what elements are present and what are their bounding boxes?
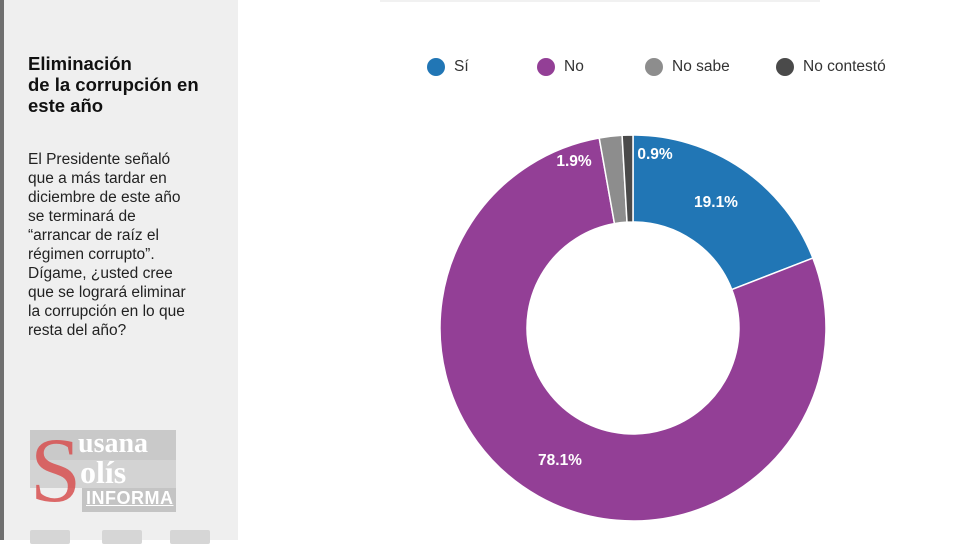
data-label-no-sabe: 1.9% bbox=[556, 153, 592, 170]
legend-label-no-sabe: No sabe bbox=[672, 58, 730, 75]
data-label-si: 19.1% bbox=[694, 194, 738, 211]
sidebar-panel: Eliminación de la corrupción en este año… bbox=[4, 0, 238, 544]
legend-swatch-no bbox=[537, 58, 555, 76]
watermark-line2: olís bbox=[80, 454, 127, 490]
data-label-no-contesto: 0.9% bbox=[637, 146, 673, 163]
donut-slice-no bbox=[439, 137, 827, 522]
watermark-s-glyph: S bbox=[30, 419, 82, 521]
legend-label-si: Sí bbox=[454, 58, 469, 75]
data-label-no: 78.1% bbox=[538, 452, 582, 469]
watermark-line1: usana bbox=[78, 428, 149, 459]
left-edge-bar bbox=[0, 0, 4, 540]
legend-swatch-no-contesto bbox=[776, 58, 794, 76]
legend-item-si: Sí bbox=[427, 56, 469, 78]
legend-swatch-si bbox=[427, 58, 445, 76]
legend-item-no: No bbox=[537, 56, 584, 78]
legend-label-no-contesto: No contestó bbox=[803, 58, 886, 75]
watermark-line3: INFORMA bbox=[86, 488, 174, 508]
watermark-logo: S usana olís INFORMA bbox=[30, 424, 180, 516]
sidebar-question-text: El Presidente señaló que a más tardar en… bbox=[28, 151, 186, 339]
legend-item-no-contesto: No contestó bbox=[776, 56, 886, 78]
watermark-box-top bbox=[30, 430, 176, 460]
watermark-box-middle bbox=[30, 460, 176, 488]
legend-label-no: No bbox=[564, 58, 584, 75]
top-divider bbox=[380, 0, 820, 2]
chart-legend: Sí No No sabe No contestó bbox=[0, 56, 960, 80]
legend-swatch-no-sabe bbox=[645, 58, 663, 76]
sidebar-title: Eliminación de la corrupción en este año bbox=[28, 53, 199, 116]
donut-slice-no-contesto bbox=[621, 134, 634, 223]
donut-slice-si bbox=[632, 134, 814, 291]
watermark-box-bottom bbox=[82, 488, 176, 512]
legend-item-no-sabe: No sabe bbox=[645, 56, 730, 78]
